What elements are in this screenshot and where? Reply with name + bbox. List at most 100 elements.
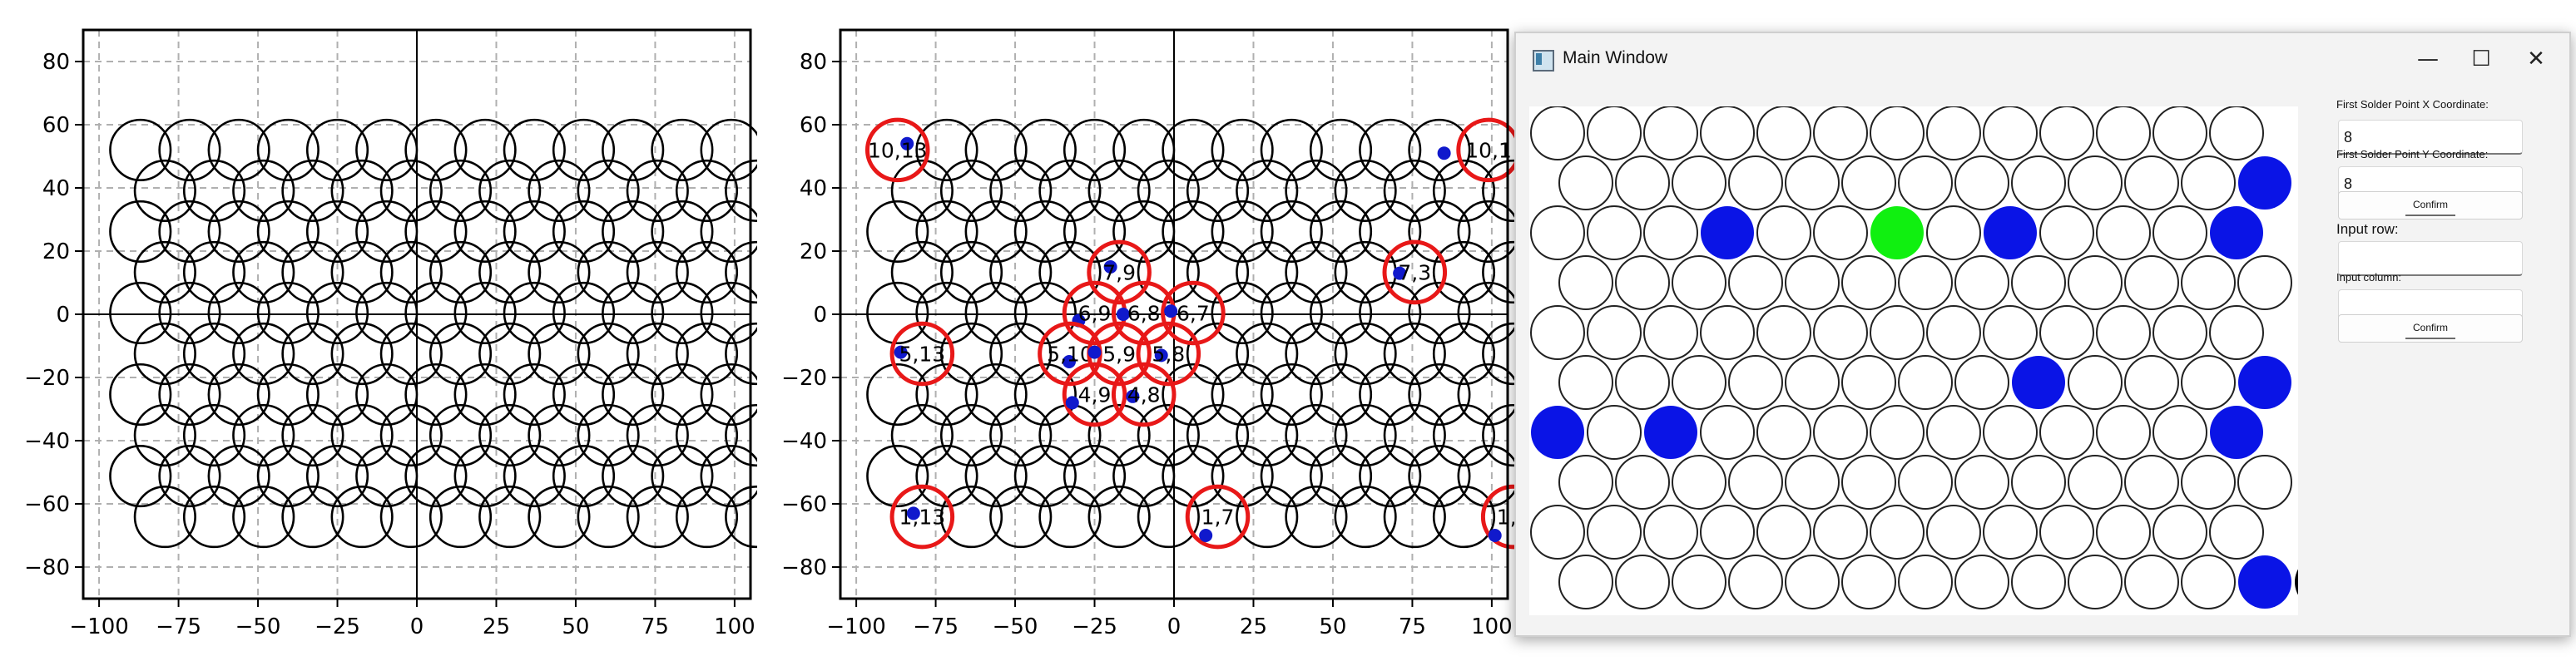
solder-cell[interactable] xyxy=(1615,555,1670,609)
solder-cell[interactable] xyxy=(2039,405,2094,460)
solder-cell[interactable] xyxy=(1926,205,1981,260)
solder-cell[interactable] xyxy=(2011,155,2066,210)
solder-cell[interactable] xyxy=(2039,305,2094,360)
solder-cell[interactable] xyxy=(1701,206,1754,259)
solder-cell[interactable] xyxy=(1898,455,1953,510)
solder-cell[interactable] xyxy=(1644,406,1697,459)
solder-cell[interactable] xyxy=(1672,255,1726,310)
solder-cell[interactable] xyxy=(2152,505,2207,560)
solder-cell[interactable] xyxy=(1700,106,1755,160)
solder-cell[interactable] xyxy=(2210,406,2263,459)
close-button[interactable]: ✕ xyxy=(2527,47,2545,72)
solder-cell[interactable] xyxy=(1841,555,1896,609)
solder-cell[interactable] xyxy=(1785,455,1840,510)
solder-cell[interactable] xyxy=(1700,405,1755,460)
solder-cell[interactable] xyxy=(1587,205,1642,260)
solder-grid-canvas[interactable] xyxy=(1529,106,2298,615)
solder-cell[interactable] xyxy=(1841,255,1896,310)
solder-cell[interactable] xyxy=(2124,255,2179,310)
solder-cell[interactable] xyxy=(2181,455,2236,510)
solder-cell[interactable] xyxy=(1558,555,1613,609)
solder-cell[interactable] xyxy=(1558,155,1613,210)
solder-cell[interactable] xyxy=(1841,155,1896,210)
solder-cell[interactable] xyxy=(1926,505,1981,560)
solder-cell[interactable] xyxy=(2124,355,2179,410)
solder-cell[interactable] xyxy=(1615,455,1670,510)
solder-cell[interactable] xyxy=(2238,555,2291,609)
solder-cell[interactable] xyxy=(1756,505,1811,560)
solder-cell[interactable] xyxy=(2124,155,2179,210)
solder-cell[interactable] xyxy=(1558,255,1613,310)
solder-cell[interactable] xyxy=(1672,555,1726,609)
solder-cell-selected[interactable] xyxy=(2295,555,2298,609)
solder-cell[interactable] xyxy=(1870,206,1924,259)
solder-cell[interactable] xyxy=(2209,305,2264,360)
solder-cell[interactable] xyxy=(1728,255,1783,310)
solder-cell[interactable] xyxy=(2238,356,2291,409)
solder-cell[interactable] xyxy=(1870,505,1925,560)
first-x-input[interactable]: 8 xyxy=(2338,120,2523,155)
solder-cell[interactable] xyxy=(1870,305,1925,360)
solder-cell[interactable] xyxy=(1813,305,1868,360)
solder-cell[interactable] xyxy=(2152,205,2207,260)
solder-cell[interactable] xyxy=(1841,355,1896,410)
solder-cell[interactable] xyxy=(1615,155,1670,210)
solder-cell[interactable] xyxy=(2237,255,2292,310)
solder-cell[interactable] xyxy=(1531,406,1584,459)
solder-cell[interactable] xyxy=(1983,405,2038,460)
solder-cell[interactable] xyxy=(1984,206,2037,259)
solder-cell[interactable] xyxy=(1615,255,1670,310)
solder-cell[interactable] xyxy=(1926,405,1981,460)
solder-cell[interactable] xyxy=(2068,455,2123,510)
solder-cell[interactable] xyxy=(2096,205,2151,260)
solder-cell[interactable] xyxy=(1728,555,1783,609)
solder-cell[interactable] xyxy=(2237,455,2292,510)
solder-cell[interactable] xyxy=(1813,505,1868,560)
solder-cell[interactable] xyxy=(2209,505,2264,560)
solder-cell[interactable] xyxy=(1728,155,1783,210)
solder-cell[interactable] xyxy=(1785,155,1840,210)
solder-cell[interactable] xyxy=(1813,106,1868,160)
solder-cell[interactable] xyxy=(1558,455,1613,510)
solder-cell[interactable] xyxy=(2124,455,2179,510)
solder-cell[interactable] xyxy=(2068,555,2123,609)
solder-cell[interactable] xyxy=(2039,505,2094,560)
solder-cell[interactable] xyxy=(1954,455,2009,510)
solder-cell[interactable] xyxy=(1587,405,1642,460)
solder-cell[interactable] xyxy=(2096,505,2151,560)
solder-cell[interactable] xyxy=(1898,155,1953,210)
solder-cell[interactable] xyxy=(1558,355,1613,410)
solder-grid[interactable] xyxy=(1529,106,2298,615)
title-bar[interactable]: Main Window — ☐ ✕ xyxy=(1516,33,2569,88)
solder-cell[interactable] xyxy=(2210,206,2263,259)
solder-cell[interactable] xyxy=(1813,405,1868,460)
confirm-row-column-button[interactable]: Confirm xyxy=(2338,314,2523,343)
solder-cell[interactable] xyxy=(1785,355,1840,410)
solder-cell[interactable] xyxy=(2011,555,2066,609)
solder-cell[interactable] xyxy=(1983,305,2038,360)
solder-cell[interactable] xyxy=(1926,106,1981,160)
solder-cell[interactable] xyxy=(2012,356,2065,409)
solder-cell[interactable] xyxy=(2152,106,2207,160)
solder-cell[interactable] xyxy=(1926,305,1981,360)
solder-cell[interactable] xyxy=(2209,106,2264,160)
solder-cell[interactable] xyxy=(1530,205,1585,260)
solder-cell[interactable] xyxy=(1954,155,2009,210)
solder-cell[interactable] xyxy=(1700,505,1755,560)
solder-cell[interactable] xyxy=(1587,106,1642,160)
solder-cell[interactable] xyxy=(1954,355,2009,410)
input-row-field[interactable] xyxy=(2338,241,2523,276)
solder-cell[interactable] xyxy=(2096,106,2151,160)
solder-cell[interactable] xyxy=(2181,555,2236,609)
solder-cell[interactable] xyxy=(2011,455,2066,510)
solder-cell[interactable] xyxy=(1898,555,1953,609)
solder-cell[interactable] xyxy=(1898,355,1953,410)
solder-cell[interactable] xyxy=(1530,106,1585,160)
solder-cell[interactable] xyxy=(1728,455,1783,510)
solder-cell[interactable] xyxy=(1983,505,2038,560)
solder-cell[interactable] xyxy=(1756,205,1811,260)
solder-cell[interactable] xyxy=(2238,156,2291,210)
solder-cell[interactable] xyxy=(2039,205,2094,260)
solder-cell[interactable] xyxy=(1672,355,1726,410)
minimize-button[interactable]: — xyxy=(2417,47,2439,72)
